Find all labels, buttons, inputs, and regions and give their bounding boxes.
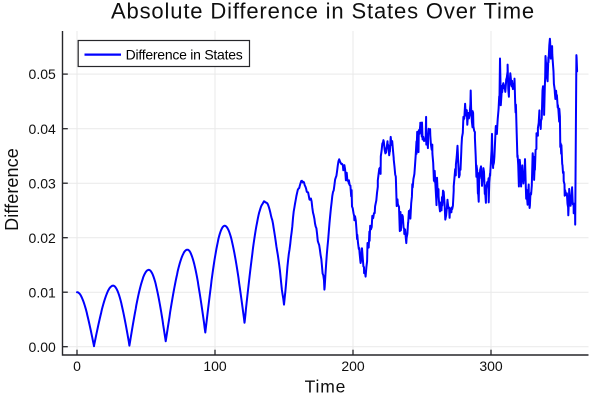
svg-text:0.01: 0.01 <box>29 284 56 300</box>
svg-text:100: 100 <box>203 358 227 374</box>
svg-text:Time: Time <box>305 377 346 397</box>
svg-text:0.00: 0.00 <box>29 339 56 355</box>
svg-text:Difference in States: Difference in States <box>126 47 243 63</box>
svg-text:Absolute Difference in States: Absolute Difference in States Over Time <box>111 0 535 24</box>
svg-text:0.05: 0.05 <box>29 66 56 82</box>
svg-text:0.03: 0.03 <box>29 175 56 191</box>
svg-text:200: 200 <box>341 358 365 374</box>
svg-text:0.04: 0.04 <box>29 121 56 137</box>
svg-text:Difference: Difference <box>2 148 22 231</box>
svg-text:300: 300 <box>479 358 503 374</box>
svg-text:0.02: 0.02 <box>29 230 56 246</box>
svg-text:0: 0 <box>73 358 81 374</box>
